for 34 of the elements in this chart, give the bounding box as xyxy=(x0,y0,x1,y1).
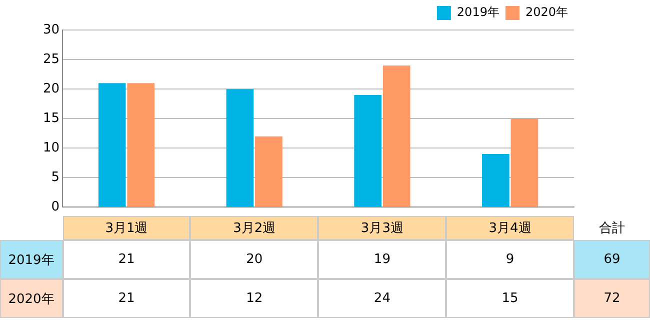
y-tick-label: 30 xyxy=(42,22,60,38)
text: 合計 xyxy=(598,220,626,238)
legend-label: 2019年 xyxy=(456,5,500,20)
text: 2020年 xyxy=(8,292,54,306)
data-label: 21 xyxy=(62,240,190,279)
bar xyxy=(354,94,382,207)
y-tick-label: 25 xyxy=(42,52,60,67)
data-label: 20 xyxy=(190,240,318,279)
y-tick-label: 5 xyxy=(51,170,60,186)
data-label: 15 xyxy=(446,279,574,318)
text: 69 xyxy=(574,240,650,279)
bar xyxy=(510,118,538,207)
y-tick-label: 0 xyxy=(51,200,60,215)
bar xyxy=(382,65,410,207)
x-tick-label: 3月1週 xyxy=(62,216,190,240)
y-tick-label: 20 xyxy=(42,81,60,96)
data-label: 12 xyxy=(190,279,318,318)
data-label: 21 xyxy=(62,279,190,318)
legend-label: 2020年 xyxy=(525,5,568,20)
bar xyxy=(127,83,155,207)
text: 2019年 xyxy=(8,252,54,268)
x-tick-label: 3月3週 xyxy=(318,216,446,240)
data-label: 24 xyxy=(318,279,446,318)
data-label: 9 xyxy=(446,240,574,279)
bar xyxy=(255,136,282,207)
x-tick-label: 3月4週 xyxy=(446,216,574,240)
data-label: 19 xyxy=(318,240,446,279)
bar xyxy=(482,154,510,207)
y-tick-label: 10 xyxy=(42,140,60,156)
x-tick-label: 3月2週 xyxy=(190,216,318,240)
y-tick-label: 15 xyxy=(42,110,60,126)
bar xyxy=(226,89,254,207)
text: 72 xyxy=(574,279,650,318)
bar xyxy=(98,83,126,207)
